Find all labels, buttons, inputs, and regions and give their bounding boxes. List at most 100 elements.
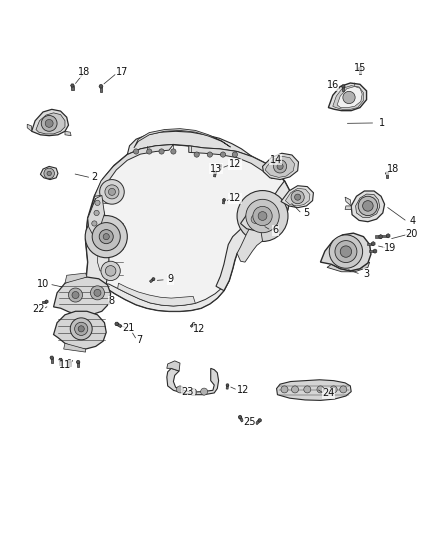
Polygon shape [240,207,272,230]
Text: 11: 11 [59,360,71,370]
Circle shape [261,213,270,222]
Polygon shape [378,235,381,239]
Polygon shape [328,83,366,111]
Text: 25: 25 [243,417,255,427]
Polygon shape [27,124,32,131]
Circle shape [328,235,362,268]
Circle shape [159,149,164,154]
Circle shape [99,180,124,204]
Circle shape [334,240,356,263]
Polygon shape [68,361,71,366]
Polygon shape [50,356,53,359]
Polygon shape [94,144,173,196]
Text: 20: 20 [405,229,417,239]
Polygon shape [71,86,74,91]
Circle shape [294,194,300,200]
Circle shape [291,386,298,393]
Polygon shape [262,154,298,180]
Circle shape [290,191,304,204]
Circle shape [74,322,88,335]
Circle shape [357,196,377,215]
Polygon shape [276,379,350,400]
Polygon shape [381,235,387,237]
Polygon shape [222,200,224,204]
Circle shape [207,152,212,157]
Circle shape [70,318,92,340]
Circle shape [194,152,199,157]
Text: 12: 12 [228,159,240,169]
Circle shape [90,286,104,300]
Polygon shape [45,300,48,303]
Polygon shape [99,85,102,88]
Circle shape [170,149,176,154]
Polygon shape [372,249,376,253]
Circle shape [92,221,97,226]
Polygon shape [32,109,68,136]
Text: 12: 12 [193,324,205,334]
Circle shape [189,389,196,395]
Polygon shape [258,418,261,422]
Circle shape [99,230,113,244]
Polygon shape [42,301,46,303]
Polygon shape [53,311,106,349]
Circle shape [342,91,354,103]
Polygon shape [59,360,62,365]
Polygon shape [355,194,379,217]
Circle shape [339,246,351,257]
Circle shape [92,223,120,251]
Circle shape [258,212,266,221]
Polygon shape [64,343,85,352]
Circle shape [245,199,279,233]
Polygon shape [336,86,361,108]
Polygon shape [320,233,370,271]
Text: 23: 23 [181,386,194,397]
Text: 22: 22 [32,304,45,314]
Polygon shape [237,219,262,262]
Text: 9: 9 [167,274,173,284]
Text: 12: 12 [228,193,240,203]
Polygon shape [215,181,289,290]
Polygon shape [65,131,71,136]
Text: 18: 18 [386,165,398,174]
Circle shape [339,386,346,393]
Circle shape [329,386,336,393]
Polygon shape [190,324,194,327]
Text: 15: 15 [353,63,365,73]
Text: 16: 16 [326,80,338,90]
Polygon shape [385,172,388,175]
Circle shape [85,215,127,258]
Polygon shape [357,67,361,70]
Circle shape [362,200,372,211]
Polygon shape [116,323,122,328]
Circle shape [252,206,272,225]
Circle shape [280,386,287,393]
Polygon shape [358,69,360,74]
Polygon shape [222,198,225,201]
Circle shape [276,163,283,169]
Circle shape [316,386,323,393]
Polygon shape [94,280,229,311]
Polygon shape [385,174,388,178]
Circle shape [303,386,310,393]
Circle shape [44,168,54,179]
Polygon shape [374,236,380,238]
Polygon shape [152,278,155,280]
Polygon shape [67,360,71,363]
Polygon shape [341,86,344,91]
Text: 10: 10 [37,279,49,289]
Polygon shape [77,362,79,367]
Circle shape [95,200,100,206]
Text: 4: 4 [409,216,415,227]
Polygon shape [36,113,65,134]
Circle shape [94,211,99,215]
Polygon shape [50,358,53,362]
Polygon shape [71,84,74,87]
Circle shape [273,160,286,173]
Polygon shape [219,166,221,169]
Polygon shape [76,360,80,364]
Polygon shape [239,417,243,422]
Polygon shape [192,322,195,325]
Polygon shape [332,86,363,109]
Circle shape [105,185,119,199]
Polygon shape [99,86,102,92]
